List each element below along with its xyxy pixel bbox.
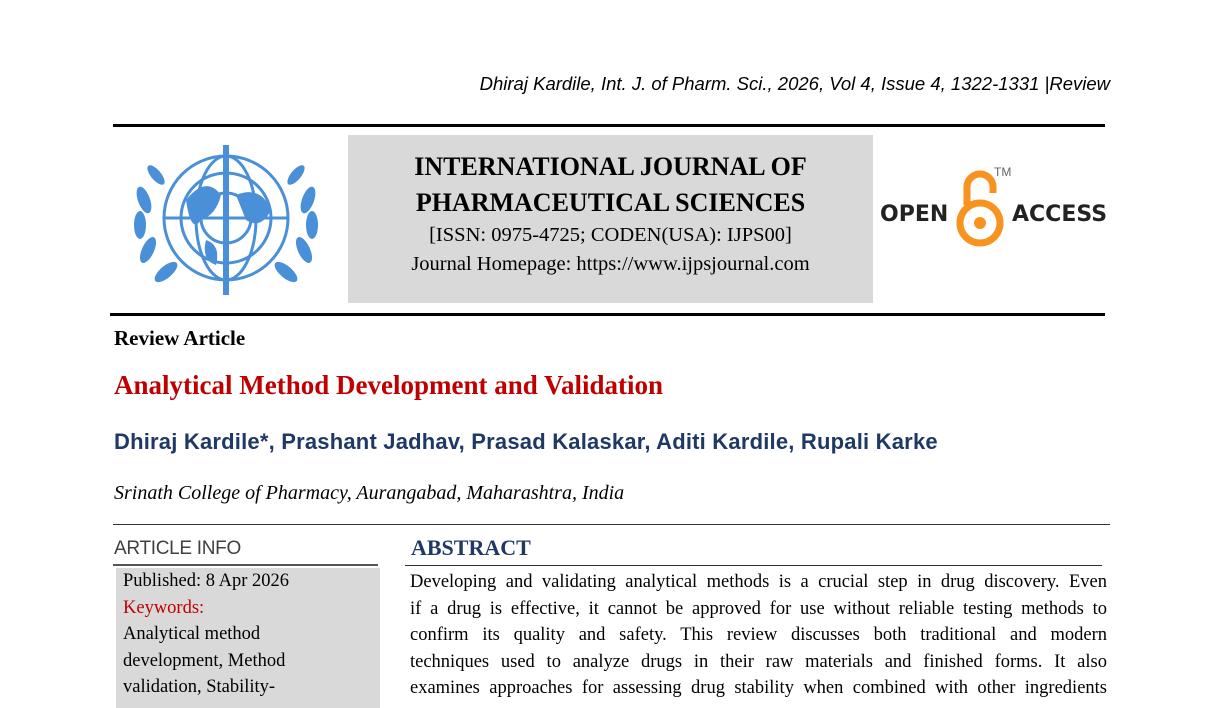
article-info-box: Published: 8 Apr 2026 Keywords: Analytic… (116, 568, 380, 708)
header-rule (110, 313, 1105, 316)
open-access-logo: OPEN TM ACCESS (880, 165, 1110, 255)
divider (113, 524, 1110, 525)
journal-name-2: PHARMACEUTICAL SCIENCES (415, 188, 806, 217)
abstract-heading: ABSTRACT (411, 535, 531, 560)
published-date: Published: 8 Apr 2026 (123, 571, 289, 591)
keywords-label: Keywords: (123, 597, 205, 618)
article-title: Analytical Method Development and Valida… (114, 370, 664, 400)
abstract-line: Developing and validating analytical met… (410, 572, 1107, 592)
abstract-rule (405, 565, 1102, 566)
emblem-logo (134, 145, 319, 295)
abstract-line: techniques used to analyze drugs in thei… (410, 651, 1107, 672)
running-header: Dhiraj Kardile, Int. J. of Pharm. Sci., … (479, 73, 1110, 94)
authors: Dhiraj Kardile*, Prashant Jadhav, Prasad… (114, 429, 938, 454)
journal-homepage[interactable]: Journal Homepage: https://www.ijpsjourna… (411, 253, 810, 275)
abstract-line: confirm its quality and safety. This rev… (410, 625, 1107, 645)
abstract-line: examines approaches for assessing drug s… (410, 678, 1107, 698)
affiliation: Srinath College of Pharmacy, Aurangabad,… (114, 482, 625, 504)
journal-name: INTERNATIONAL JOURNAL OF (414, 152, 807, 181)
journal-issn: [ISSN: 0975-4725; CODEN(USA): IJPS00] (429, 224, 792, 246)
article-type: Review Article (114, 326, 246, 350)
abstract-line: if a drug is effective, it cannot be app… (410, 598, 1107, 619)
journal-banner: INTERNATIONAL JOURNAL OF PHARMACEUTICAL … (348, 135, 873, 303)
info-rule (113, 564, 378, 566)
keyword-line: Analytical method (123, 624, 261, 644)
abstract-text: Developing and validating analytical met… (410, 569, 1107, 702)
keyword-line: development, Method (123, 650, 286, 671)
article-info-heading: ARTICLE INFO (114, 538, 241, 559)
keyword-line: validation, Stability- (123, 677, 276, 697)
open-lock-icon (956, 170, 1004, 247)
top-rule (113, 124, 1105, 127)
